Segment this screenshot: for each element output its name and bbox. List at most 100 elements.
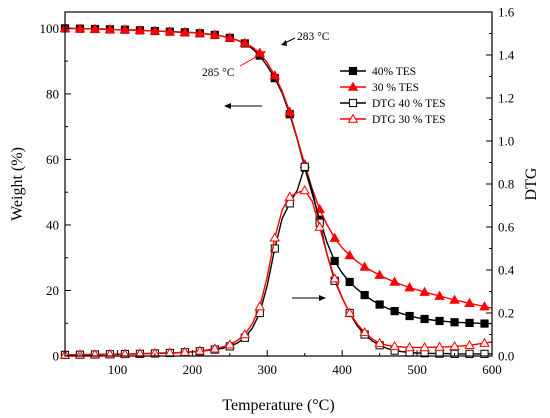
data-point — [389, 340, 400, 351]
data-point — [345, 277, 354, 287]
y2-tick-label: 1.4 — [498, 48, 515, 63]
data-point — [134, 348, 146, 358]
data-point — [419, 286, 430, 296]
data-point — [89, 23, 101, 33]
data-point — [164, 26, 176, 36]
data-point — [375, 300, 384, 309]
x-tick-label: 200 — [183, 362, 203, 377]
data-point — [254, 301, 266, 311]
data-point — [420, 314, 429, 324]
legend-marker — [347, 113, 359, 123]
data-point — [330, 256, 339, 266]
annotation-285-arrowhead — [259, 51, 266, 57]
data-point — [405, 311, 414, 321]
y2-tick-label: 1.0 — [498, 134, 514, 149]
x-tick-label: 100 — [108, 362, 128, 377]
x-tick-label: 500 — [407, 362, 427, 377]
legend-entry: 40% TES — [340, 66, 416, 78]
y-tick-label: 40 — [46, 217, 59, 232]
data-point — [419, 341, 430, 352]
left-axis-arrowhead — [224, 103, 231, 109]
data-point — [104, 23, 116, 34]
data-point — [435, 316, 444, 326]
data-point — [465, 349, 474, 358]
data-point — [179, 26, 191, 37]
data-point — [74, 23, 86, 33]
data-point — [284, 106, 295, 116]
y2-tick-label: 0.0 — [498, 349, 514, 364]
data-point — [449, 340, 460, 351]
data-point — [239, 37, 251, 47]
data-point — [239, 329, 251, 339]
x-tick-label: 300 — [258, 362, 278, 377]
data-point — [360, 290, 369, 300]
series-4 — [59, 185, 493, 359]
data-point — [194, 345, 206, 355]
legend-entry: 30 % TES — [340, 81, 419, 94]
data-point — [270, 244, 279, 253]
x-tick-label: 400 — [332, 362, 352, 377]
legend-marker — [348, 66, 358, 76]
y2-tick-label: 0.2 — [498, 306, 514, 321]
series-line — [65, 164, 492, 356]
data-point — [480, 319, 489, 328]
data-point — [314, 221, 325, 231]
data-point — [149, 25, 161, 35]
data-point — [404, 341, 415, 352]
data-point — [329, 232, 340, 242]
series-2 — [59, 22, 493, 311]
data-point — [404, 282, 415, 292]
legend-entry: DTG 40 % TES — [340, 98, 446, 110]
y2-tick-label: 1.2 — [498, 91, 514, 106]
series-line — [65, 27, 492, 325]
legend-label: 40% TES — [372, 66, 416, 78]
data-point — [480, 349, 489, 358]
series-line — [65, 27, 493, 309]
data-point — [344, 307, 355, 317]
plot-frame — [64, 11, 493, 357]
annotation-285: 285 °C — [202, 67, 235, 79]
data-point — [134, 24, 146, 35]
data-point — [269, 70, 281, 80]
data-point — [374, 337, 385, 347]
data-point — [479, 301, 490, 311]
legend-marker — [348, 98, 358, 108]
annotation-283-arrowhead — [281, 40, 287, 46]
legend-marker — [347, 81, 359, 91]
series-3 — [60, 162, 492, 360]
legend-label: DTG 30 % TES — [372, 114, 446, 126]
data-point — [464, 297, 475, 308]
series-layer — [59, 22, 493, 360]
data-point — [434, 341, 445, 351]
legend: 40% TES 30 % TES DTG 40 % TES DTG 30 % TES — [340, 66, 446, 126]
data-point — [390, 307, 399, 316]
y-tick-label: 60 — [46, 152, 59, 167]
series-line — [64, 189, 493, 356]
data-point — [479, 337, 490, 347]
data-point — [465, 318, 474, 328]
data-point — [359, 261, 370, 271]
y-tick-label: 80 — [46, 86, 59, 101]
data-point — [434, 290, 445, 300]
data-point — [464, 339, 475, 350]
legend-entry: DTG 30 % TES — [340, 113, 446, 126]
y-tick-label: 20 — [46, 283, 59, 298]
y2-tick-label: 1.6 — [498, 5, 515, 20]
data-point — [209, 29, 221, 39]
data-point — [194, 27, 206, 38]
data-point — [374, 269, 385, 279]
legend-label: DTG 40 % TES — [372, 98, 446, 110]
data-point — [209, 343, 221, 353]
legend-label: 30 % TES — [372, 82, 419, 94]
y2-tick-label: 0.8 — [498, 177, 514, 192]
y-tick-label: 0 — [53, 349, 60, 364]
y-axis-title: Weight (%) — [9, 147, 26, 221]
x-axis-title: Temperature (°C) — [222, 397, 334, 414]
data-point — [449, 294, 460, 304]
series-1 — [60, 24, 492, 328]
data-point — [224, 339, 236, 349]
data-point — [450, 318, 459, 327]
data-point — [344, 250, 355, 260]
annotation-285-arrow — [239, 52, 264, 67]
